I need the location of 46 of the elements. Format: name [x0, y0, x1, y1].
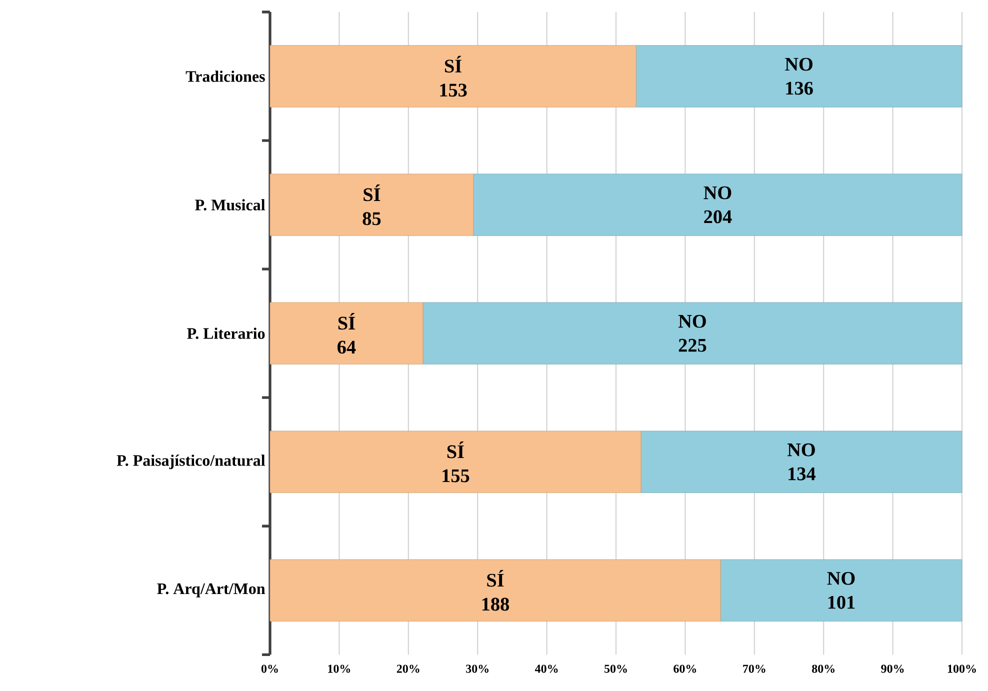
- annotation: 225: [678, 339, 706, 352]
- bar: [473, 174, 962, 236]
- y-tick-label: P. Musical: [195, 199, 266, 211]
- text: NO: [787, 444, 815, 456]
- annotation: 136: [786, 82, 813, 95]
- bar: [720, 560, 962, 622]
- text: NO: [784, 58, 812, 71]
- annotation: 204: [704, 210, 732, 224]
- y-tick-label: Tradiciones: [186, 70, 265, 82]
- annotation: 64: [338, 340, 356, 354]
- y-tick-label: P. Arq/Art/Mon: [157, 584, 266, 598]
- bar: [422, 302, 962, 365]
- series-label: SÍ: [364, 184, 380, 202]
- x-tick-label: 60%: [674, 664, 696, 674]
- series-label: NO: [827, 572, 855, 586]
- bar: [270, 174, 474, 236]
- text: SÍ: [444, 56, 462, 73]
- x-tick-label: 0%: [261, 664, 278, 674]
- annotation: 134: [788, 468, 816, 480]
- x-tick-label: 100%: [948, 664, 976, 674]
- y-tick-label: P. Paisajístico/natural: [116, 454, 266, 470]
- text: SÍ: [447, 442, 464, 458]
- x-tick-label: 20%: [396, 664, 420, 674]
- text: SÍ: [487, 570, 504, 587]
- annotation: 153: [440, 84, 467, 97]
- bar: [640, 430, 962, 494]
- annotation: 155: [442, 470, 470, 482]
- y-tick-label: P. Literario: [187, 328, 265, 340]
- x-tick-label: 30%: [466, 664, 488, 674]
- bar: [636, 45, 962, 108]
- text: NO: [704, 186, 732, 200]
- text: SÍ: [338, 313, 355, 330]
- x-tick-label: 40%: [534, 664, 558, 674]
- x-tick-label: 80%: [812, 664, 834, 674]
- bar: [270, 45, 636, 108]
- x-tick-label: 50%: [604, 664, 627, 674]
- annotation: 85: [362, 212, 381, 226]
- bar: [270, 560, 721, 622]
- text: NO: [678, 315, 706, 328]
- x-tick-label: 10%: [328, 664, 350, 674]
- bar: [270, 430, 642, 494]
- x-tick-label: 90%: [881, 664, 904, 674]
- bar: [270, 302, 424, 365]
- annotation: 188: [482, 598, 510, 611]
- annotation: 101: [828, 596, 855, 610]
- x-tick-label: 70%: [743, 664, 766, 674]
